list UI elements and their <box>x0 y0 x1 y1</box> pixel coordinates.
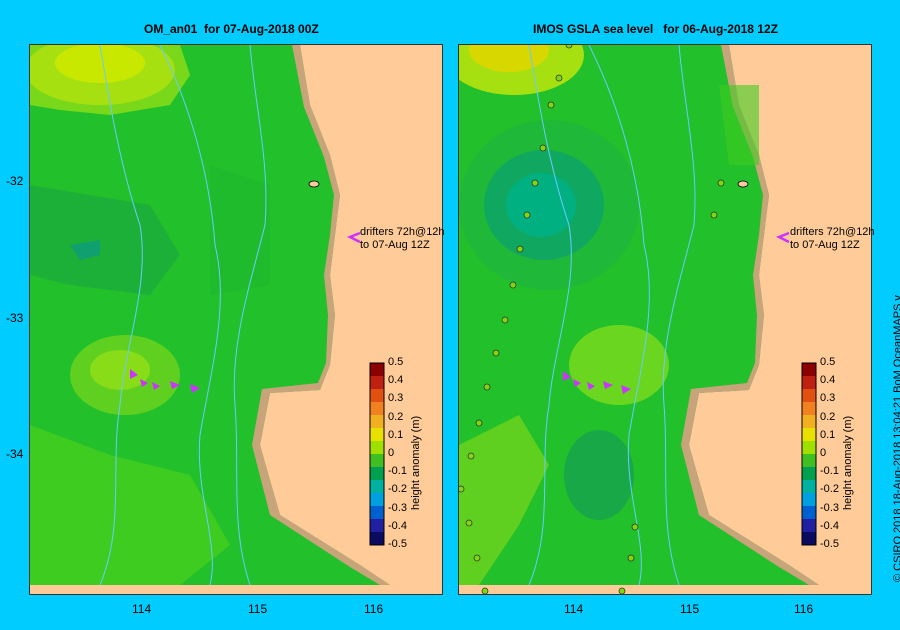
colorbar-segment <box>370 415 384 429</box>
colorbar-segment <box>802 389 816 403</box>
colorbar-segment <box>802 428 816 442</box>
right-colorbar-title: height anomaly (m) <box>842 415 854 510</box>
right-map-svg <box>459 45 871 594</box>
colorbar-tick-label: 0.1 <box>820 428 836 441</box>
y-tick-label: -32 <box>6 174 24 188</box>
y-tick-label: -33 <box>6 311 24 325</box>
colorbar-segment <box>370 519 384 533</box>
left-colorbar-title: height anomaly (m) <box>410 415 422 510</box>
x-tick-label: 115 <box>248 602 268 616</box>
colorbar-tick-label: 0 <box>820 447 827 459</box>
left-drifter-label: drifters 72h@12h to 07-Aug 12Z <box>360 226 445 251</box>
colorbar-tick-label: -0.3 <box>820 501 839 514</box>
colorbar-segment <box>370 363 384 377</box>
colorbar-tick-label: -0.4 <box>820 519 839 532</box>
colorbar-tick-label: -0.5 <box>820 538 839 550</box>
altimeter-track-points <box>459 45 725 594</box>
colorbar-tick-label: -0.2 <box>820 483 839 496</box>
right-panel-title: IMOS GSLA sea level for 06-Aug-2018 12Z <box>533 22 778 36</box>
colorbar-tick-label: 0.1 <box>388 428 404 441</box>
y-tick-label: -34 <box>6 447 24 461</box>
colorbar-tick-label: -0.3 <box>388 501 407 514</box>
colorbar-segment <box>370 467 384 481</box>
x-tick-label: 114 <box>564 602 584 616</box>
colorbar-tick-label: -0.4 <box>388 519 407 532</box>
colorbar-segment <box>802 532 816 546</box>
colorbar-tick-label: 0.5 <box>820 356 836 368</box>
colorbar-segment <box>802 454 816 468</box>
right-map-panel[interactable] <box>458 44 872 595</box>
colorbar-tick-label: -0.1 <box>388 465 407 478</box>
colorbar-tick-label: -0.2 <box>388 483 407 496</box>
colorbar-tick-label: 0.5 <box>388 356 404 368</box>
colorbar-segment <box>802 441 816 455</box>
colorbar-segment <box>370 402 384 416</box>
colorbar-tick-label: 0.4 <box>820 374 836 387</box>
colorbar-tick-label: -0.5 <box>388 538 407 550</box>
colorbar-segment <box>802 363 816 377</box>
x-tick-label: 116 <box>364 602 384 616</box>
credit-text: © CSIRO 2018 18-Aug-2018 13:04:21 BoM Oc… <box>892 295 900 582</box>
left-drifter-tracks <box>130 369 200 393</box>
colorbar-segment <box>802 415 816 429</box>
right-drifter-tracks <box>563 371 631 394</box>
x-tick-label: 115 <box>680 602 700 616</box>
colorbar-segment <box>370 389 384 403</box>
colorbar-segment <box>802 506 816 520</box>
colorbar-segment <box>802 402 816 416</box>
colorbar-segment <box>370 441 384 455</box>
colorbar-tick-label: 0.3 <box>388 392 404 405</box>
left-colorbar <box>369 362 385 546</box>
left-panel-title: OM_an01 for 07-Aug-2018 00Z <box>144 22 319 36</box>
colorbar-tick-label: -0.1 <box>820 465 839 478</box>
colorbar-segment <box>802 467 816 481</box>
colorbar-segment <box>370 532 384 546</box>
right-colorbar <box>801 362 817 546</box>
right-drifter-label: drifters 72h@12h to 07-Aug 12Z <box>790 226 875 251</box>
colorbar-segment <box>370 454 384 468</box>
left-map-svg <box>30 45 442 594</box>
colorbar-tick-label: 0.2 <box>388 410 404 423</box>
colorbar-segment <box>802 376 816 390</box>
colorbar-tick-label: 0.3 <box>820 392 836 405</box>
colorbar-tick-label: 0 <box>388 447 395 459</box>
colorbar-tick-label: 0.2 <box>820 410 836 423</box>
colorbar-segment <box>802 519 816 533</box>
colorbar-segment <box>370 376 384 390</box>
colorbar-tick-label: 0.4 <box>388 374 404 387</box>
colorbar-segment <box>802 480 816 494</box>
colorbar-segment <box>370 506 384 520</box>
colorbar-segment <box>370 493 384 507</box>
ocean-area <box>30 45 390 585</box>
x-tick-label: 116 <box>794 602 814 616</box>
drifter-legend-arrow <box>346 231 361 244</box>
left-map-panel[interactable] <box>29 44 443 595</box>
colorbar-segment <box>802 493 816 507</box>
x-tick-label: 114 <box>132 602 152 616</box>
drifter-legend-arrow <box>775 231 790 244</box>
colorbar-segment <box>370 480 384 494</box>
colorbar-segment <box>370 428 384 442</box>
